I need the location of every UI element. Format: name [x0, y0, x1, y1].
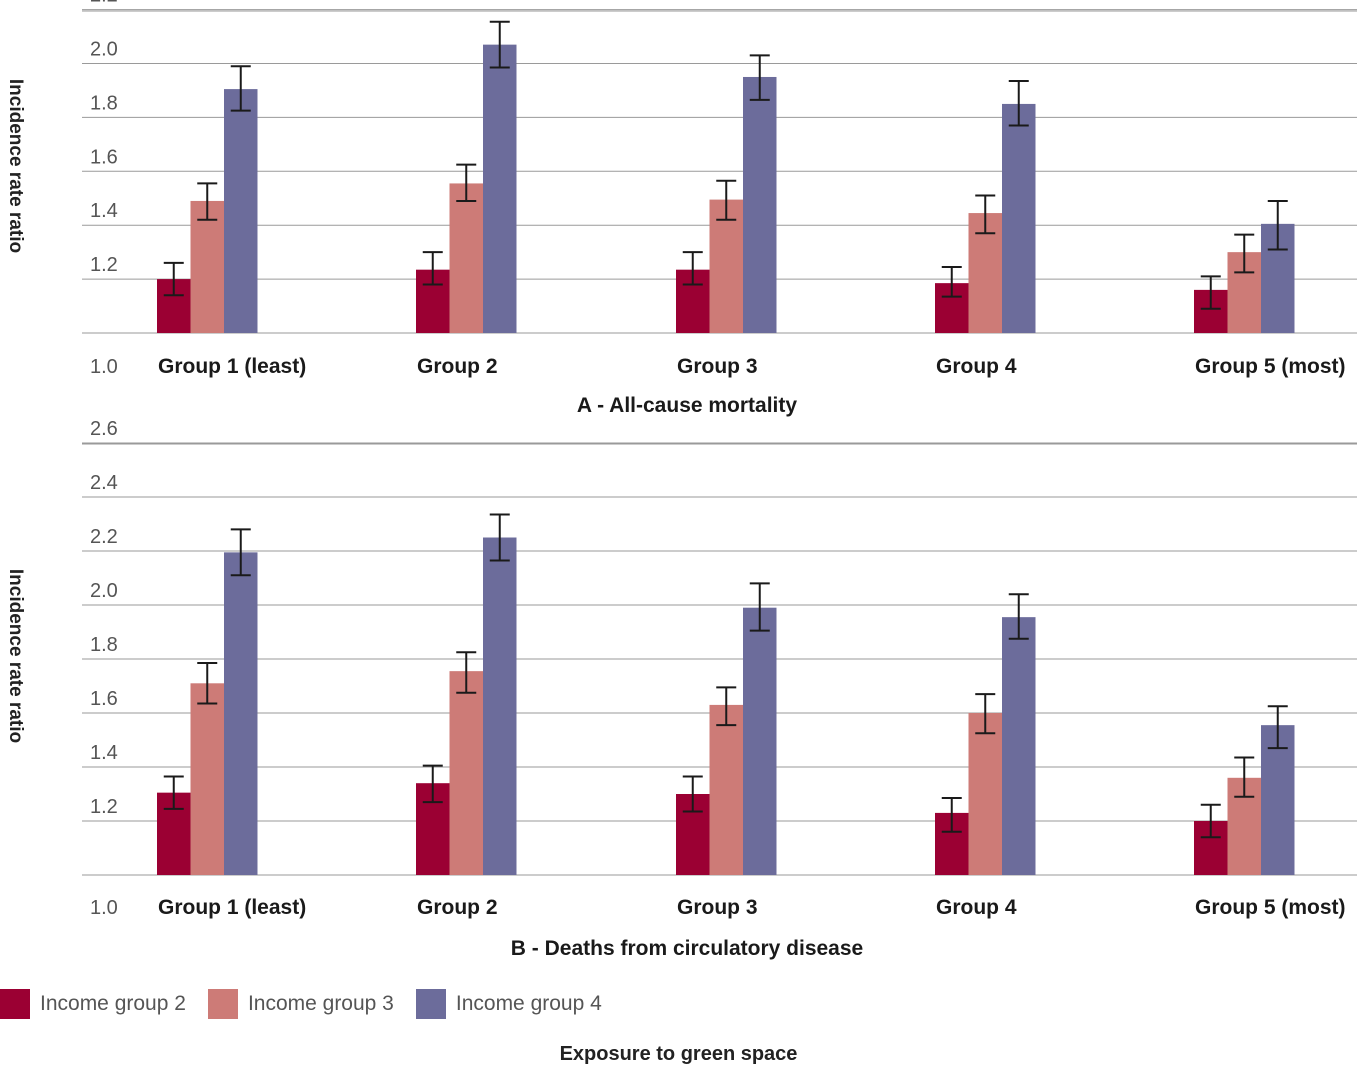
y-axis-label-b: Incidence rate ratio [5, 568, 26, 744]
bar [449, 183, 483, 333]
y-tick-label: 1.8 [90, 92, 118, 114]
legend-swatch-income-3 [207, 989, 238, 1019]
y-tick-label: 1.6 [90, 146, 118, 168]
x-tick-label: Group 5 (most) [1195, 896, 1346, 919]
y-tick-label: 2.6 [90, 418, 118, 440]
y-tick-label: 1.2 [90, 796, 118, 818]
x-tick-label: Group 1 (least) [158, 896, 306, 919]
x-tick-label: Group 2 [417, 355, 498, 378]
y-tick-label: 2.0 [90, 39, 118, 61]
panel-title: A - All-cause mortality [577, 394, 797, 417]
legend-item-income-3: Income group 3 [207, 989, 394, 1019]
legend-item-income-2: Income group 2 [0, 989, 186, 1019]
panel-title: B - Deaths from circulatory disease [511, 937, 863, 960]
legend-label-income-4: Income group 4 [455, 992, 602, 1015]
bar [1002, 103, 1036, 333]
x-tick-label: Group 2 [417, 896, 498, 919]
y-tick-label: 2.0 [90, 580, 118, 602]
x-tick-label: Group 3 [677, 355, 758, 378]
legend-item-income-4: Income group 4 [415, 989, 602, 1019]
y-tick-label: 1.4 [90, 742, 118, 764]
x-tick-label: Group 4 [936, 355, 1017, 378]
bar [483, 44, 517, 333]
y-tick-label: 1.2 [90, 254, 118, 276]
bar [709, 199, 743, 333]
legend: Income group 2 Income group 3 Income gro… [0, 988, 624, 1020]
legend-label-income-2: Income group 2 [40, 992, 186, 1015]
y-tick-label: 1.4 [90, 200, 118, 222]
x-axis-title: Exposure to green space [559, 1043, 798, 1065]
bar [1002, 617, 1036, 875]
bar [743, 76, 777, 333]
bar [709, 704, 743, 875]
legend-swatch-income-2 [0, 989, 30, 1019]
bar [1261, 725, 1295, 875]
legend-swatch-income-4 [415, 989, 446, 1019]
bar [968, 713, 1002, 875]
bar [743, 607, 777, 875]
x-tick-label: Group 3 [677, 896, 758, 919]
y-tick-label: 1.8 [90, 634, 118, 656]
bar [449, 671, 483, 875]
x-tick-label: Group 4 [936, 896, 1017, 919]
y-axis-label-a: Incidence rate ratio [5, 78, 26, 254]
y-tick-label: 1.0 [90, 356, 118, 378]
bar [224, 89, 258, 333]
y-tick-label: 2.2 [90, 0, 118, 7]
chart-canvas: 1.0 1.2 1.4 1.6 1.8 2.0 2.2 Group 1 (least) Grou… [82, 0, 1357, 960]
y-tick-label: 1.6 [90, 688, 118, 710]
bar [483, 537, 517, 875]
bar [190, 683, 224, 875]
legend-label-income-3: Income group 3 [247, 992, 394, 1015]
y-tick-label: 2.4 [90, 472, 118, 494]
y-tick-label: 2.2 [90, 526, 118, 548]
bar [224, 552, 258, 875]
x-tick-label: Group 5 (most) [1195, 355, 1346, 378]
bar [190, 200, 224, 333]
x-tick-label: Group 1 (least) [158, 355, 306, 378]
y-tick-label: 1.0 [90, 897, 118, 919]
